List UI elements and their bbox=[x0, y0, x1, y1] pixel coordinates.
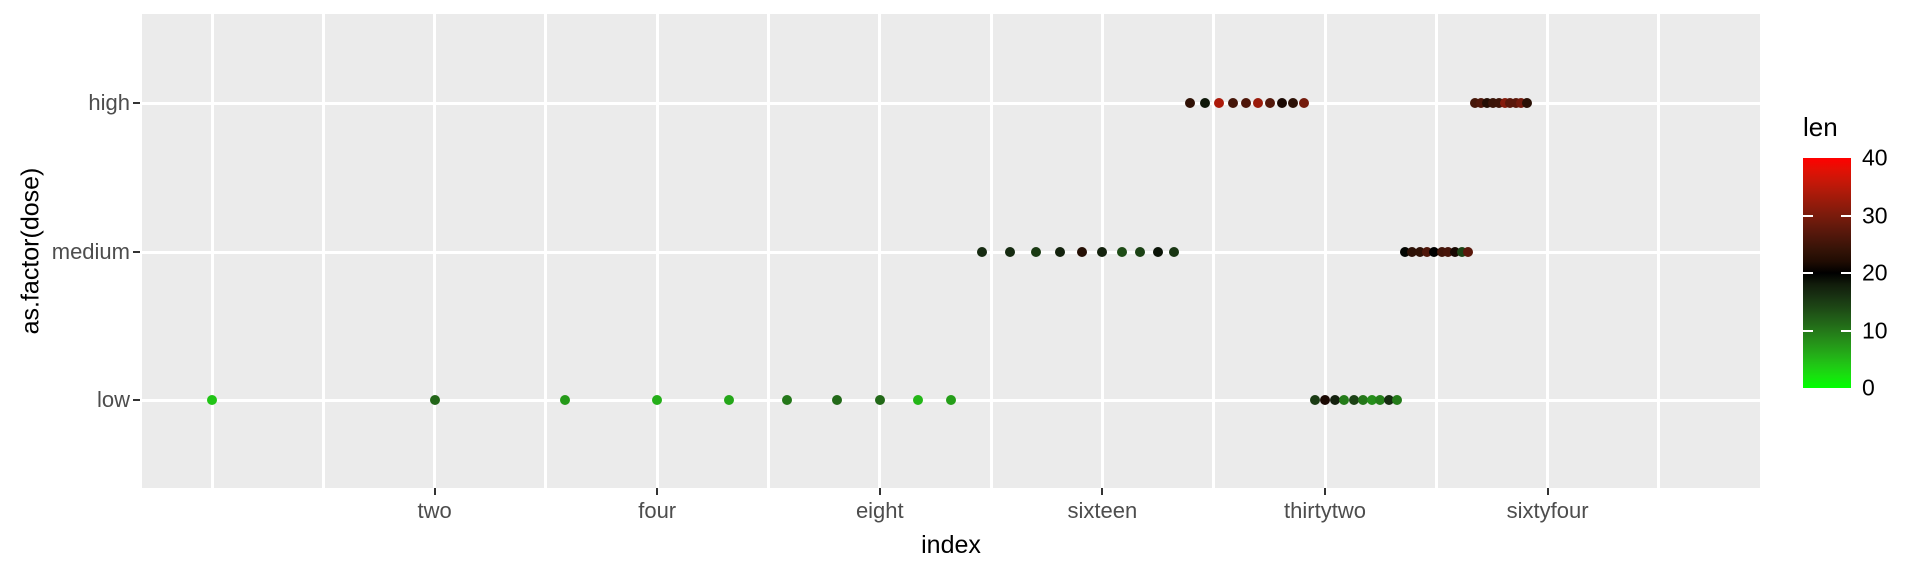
data-point bbox=[1116, 247, 1127, 257]
x-axis-tick bbox=[1101, 488, 1104, 495]
y-axis-title: as.factor(dose) bbox=[16, 167, 45, 335]
data-point bbox=[1475, 98, 1486, 108]
data-point bbox=[1436, 247, 1447, 257]
data-point bbox=[207, 395, 217, 405]
data-point bbox=[1213, 98, 1224, 108]
data-point bbox=[1488, 98, 1499, 108]
data-point bbox=[1199, 98, 1210, 108]
data-point bbox=[1505, 98, 1516, 108]
data-point bbox=[1399, 247, 1410, 257]
data-point bbox=[1383, 395, 1394, 405]
data-point bbox=[1265, 98, 1276, 108]
data-point bbox=[1422, 247, 1433, 257]
legend-tick-label: 20 bbox=[1862, 259, 1888, 286]
data-point bbox=[559, 395, 570, 405]
data-point bbox=[1152, 247, 1163, 257]
data-point bbox=[1348, 395, 1359, 405]
data-point bbox=[1253, 98, 1264, 108]
data-point bbox=[1407, 247, 1418, 257]
x-axis-tick bbox=[1546, 488, 1549, 495]
y-axis-tick bbox=[133, 102, 140, 104]
data-point bbox=[1329, 395, 1340, 405]
data-point bbox=[1240, 98, 1251, 108]
data-point bbox=[1299, 98, 1310, 108]
x-tick-label: four bbox=[638, 498, 677, 523]
data-point bbox=[1429, 247, 1440, 257]
legend-tick-label: 30 bbox=[1862, 202, 1888, 228]
data-point bbox=[1184, 98, 1195, 108]
legend-bar-tick bbox=[1841, 329, 1851, 332]
data-point bbox=[1076, 247, 1087, 257]
data-point bbox=[1097, 247, 1108, 257]
data-point bbox=[1005, 247, 1015, 257]
legend-tick-label: 10 bbox=[1862, 317, 1888, 343]
legend-bar-tick bbox=[1803, 214, 1813, 217]
data-point bbox=[1391, 395, 1402, 405]
legend-bar-tick bbox=[1803, 329, 1813, 332]
x-axis-tick bbox=[1324, 488, 1326, 495]
y-axis-tick bbox=[133, 399, 140, 401]
x-tick-label: sixteen bbox=[1067, 498, 1138, 523]
data-point bbox=[912, 395, 923, 405]
legend-bar-tick bbox=[1841, 272, 1851, 274]
data-point bbox=[1169, 247, 1180, 257]
y-axis-tick bbox=[133, 251, 140, 253]
legend-title: len bbox=[1803, 112, 1838, 142]
data-point bbox=[1521, 98, 1532, 108]
data-point bbox=[977, 247, 988, 257]
data-point bbox=[1135, 247, 1146, 257]
data-point bbox=[874, 395, 885, 405]
data-point bbox=[1456, 247, 1467, 257]
data-point bbox=[1375, 395, 1386, 405]
data-point bbox=[1516, 98, 1527, 108]
data-point bbox=[1463, 247, 1474, 257]
data-point bbox=[831, 395, 842, 405]
legend-tick-label: 0 bbox=[1862, 374, 1875, 401]
data-point bbox=[1443, 247, 1454, 257]
data-point bbox=[782, 395, 793, 405]
data-point bbox=[1030, 247, 1041, 257]
data-point bbox=[946, 395, 957, 405]
x-tick-label: eight bbox=[855, 498, 904, 523]
data-point bbox=[1510, 98, 1521, 108]
data-point bbox=[1277, 98, 1288, 108]
x-axis-tick bbox=[433, 488, 436, 495]
y-tick-label: low bbox=[96, 387, 130, 412]
data-point bbox=[429, 395, 440, 405]
x-axis-tick bbox=[878, 488, 881, 495]
data-point bbox=[1288, 98, 1299, 108]
legend-bar-tick bbox=[1803, 272, 1813, 274]
x-tick-label: sixtyfour bbox=[1506, 498, 1589, 523]
data-point bbox=[1482, 98, 1493, 108]
x-tick-label: thirtytwo bbox=[1284, 498, 1366, 523]
legend-tick-label: 40 bbox=[1862, 144, 1888, 171]
y-gridline bbox=[142, 101, 1760, 105]
y-tick-label: high bbox=[88, 90, 130, 115]
data-point bbox=[1054, 247, 1065, 257]
data-point bbox=[1469, 98, 1480, 108]
data-point bbox=[1450, 247, 1461, 257]
data-point bbox=[1366, 395, 1377, 405]
data-point bbox=[652, 395, 663, 405]
data-point bbox=[1339, 395, 1350, 405]
data-point bbox=[1309, 395, 1320, 405]
data-point bbox=[1357, 395, 1368, 405]
y-tick-label: medium bbox=[51, 239, 130, 264]
x-axis-tick bbox=[656, 488, 659, 495]
data-point bbox=[1414, 247, 1425, 257]
y-gridline bbox=[142, 250, 1760, 254]
x-axis-title: index bbox=[921, 531, 981, 559]
data-point bbox=[1499, 98, 1510, 108]
plot-panel bbox=[142, 14, 1760, 488]
data-point bbox=[1493, 98, 1504, 108]
data-point bbox=[1227, 98, 1238, 108]
legend-bar-tick bbox=[1841, 214, 1851, 217]
data-point bbox=[723, 395, 734, 405]
data-point bbox=[1320, 395, 1330, 405]
x-tick-label: two bbox=[417, 498, 452, 523]
